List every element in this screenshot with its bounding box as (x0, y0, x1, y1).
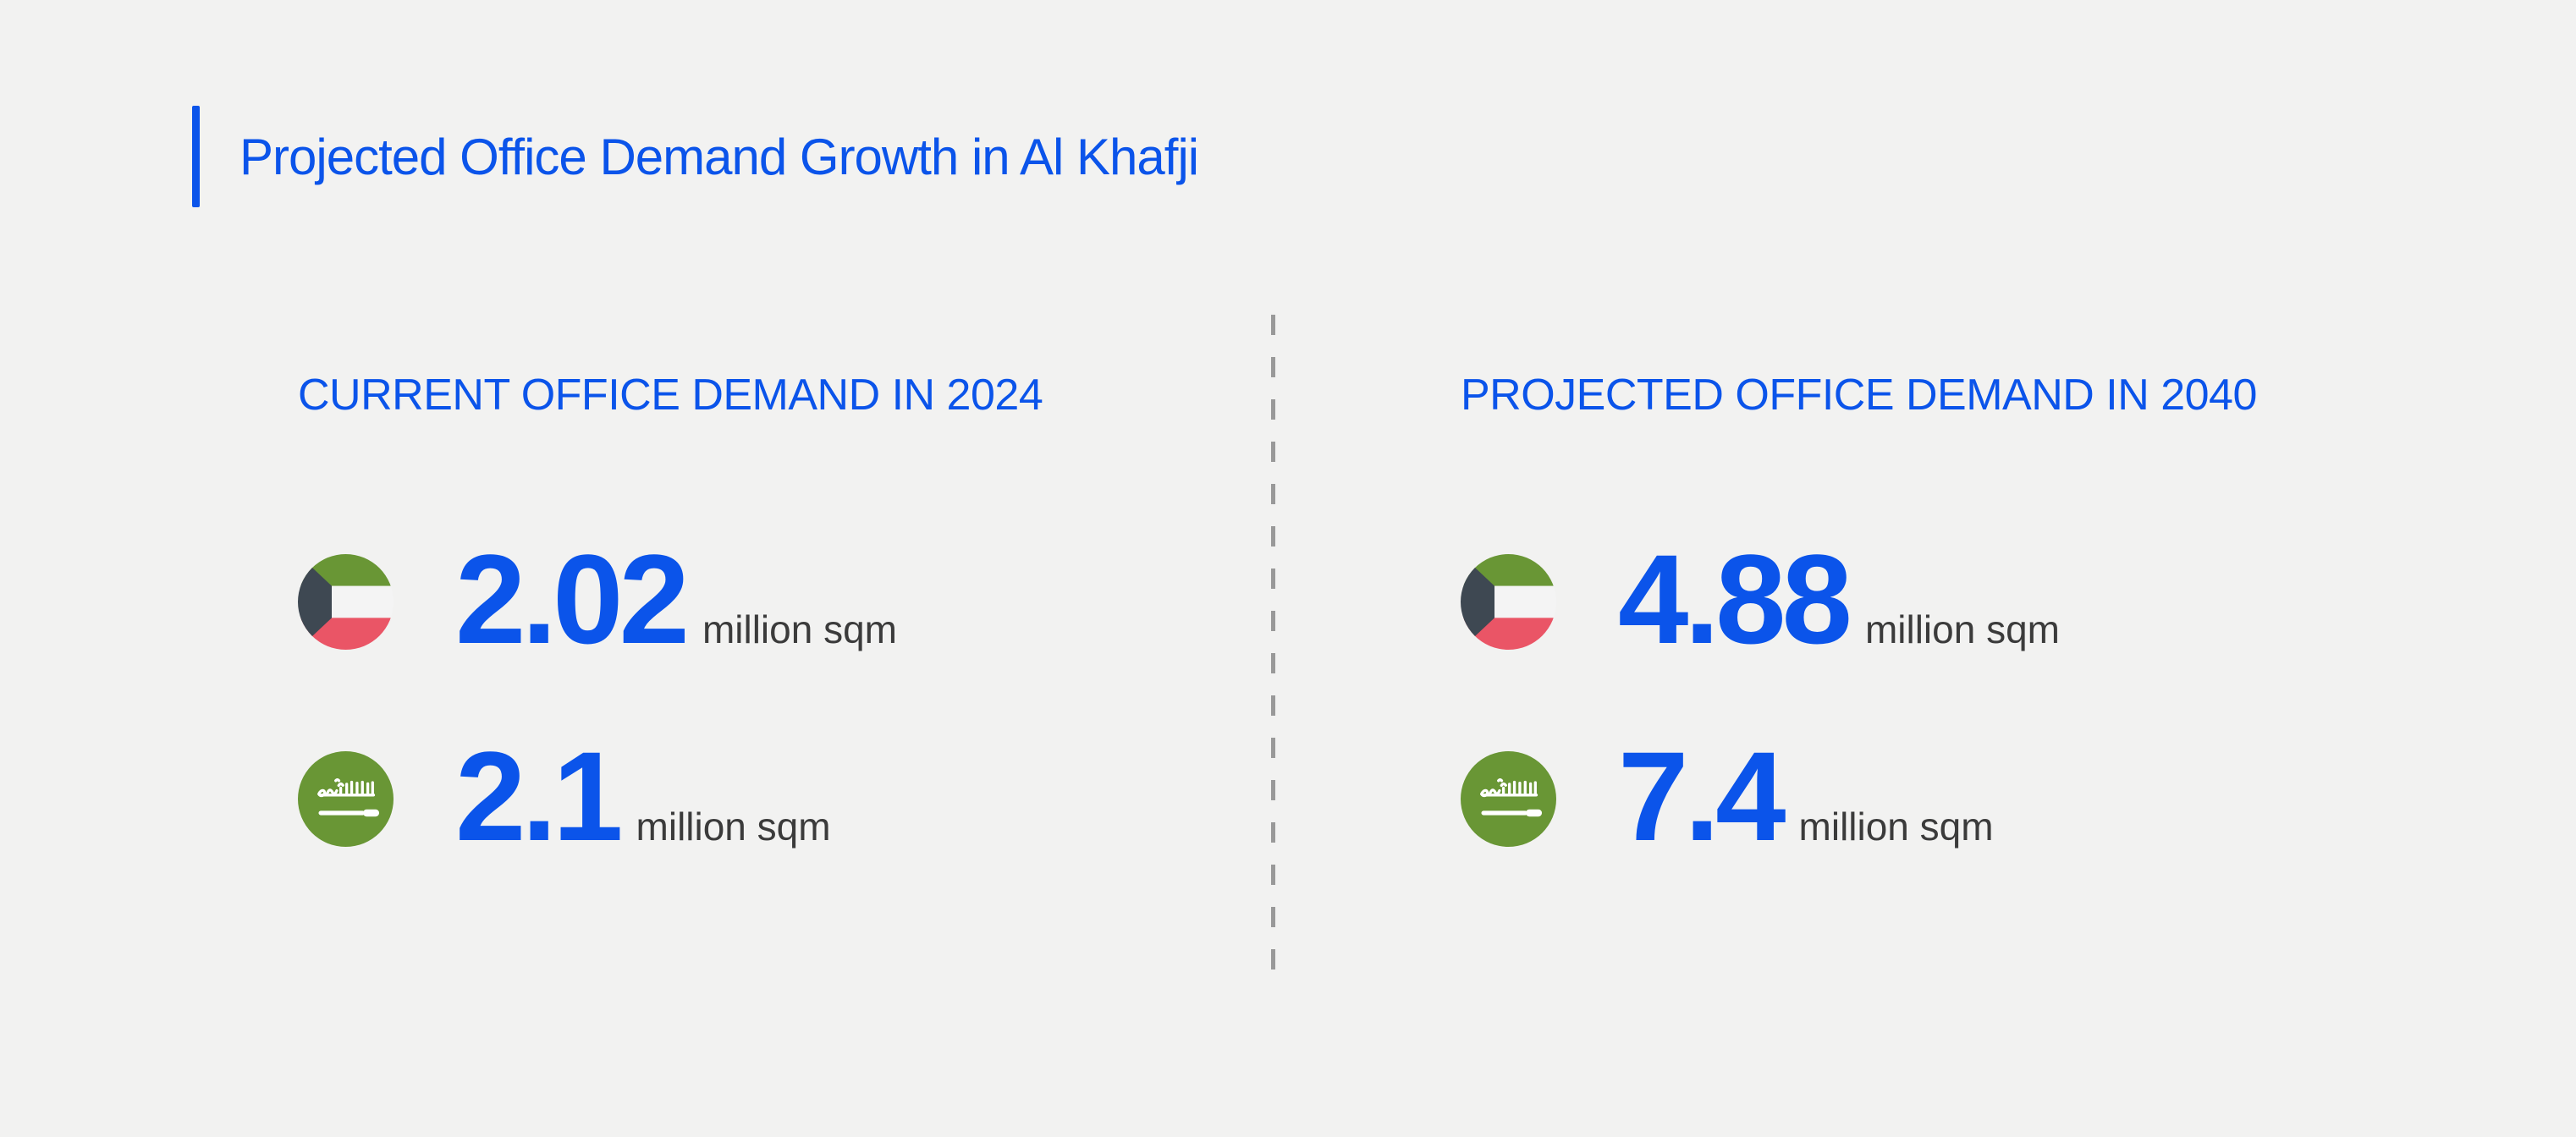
stat-row-saudi-arabia: 2.1 million sqm (298, 725, 1043, 867)
stat-unit: million sqm (702, 607, 897, 651)
stat-unit: million sqm (636, 805, 831, 849)
title-block: Projected Office Demand Growth in Al Kha… (192, 106, 1199, 207)
column-header: CURRENT OFFICE DEMAND IN 2024 (298, 371, 1043, 420)
stat-value-group: 7.4 million sqm (1618, 725, 1994, 867)
stat-row-kuwait: 2.02 million sqm (298, 528, 1043, 670)
stat-value: 7.4 (1618, 725, 1786, 867)
saudi-arabia-flag-icon (1461, 751, 1556, 847)
stat-value: 2.02 (455, 528, 690, 670)
stat-value-group: 2.1 million sqm (455, 725, 831, 867)
column-projected-2040: PROJECTED OFFICE DEMAND IN 2040 4.88 mil… (1461, 370, 2257, 867)
page-title: Projected Office Demand Growth in Al Kha… (239, 128, 1199, 185)
kuwait-flag-icon (1461, 554, 1556, 650)
title-accent-bar (192, 106, 200, 207)
stat-row-kuwait: 4.88 million sqm (1461, 528, 2257, 670)
stat-value-group: 2.02 million sqm (455, 528, 897, 670)
stat-unit: million sqm (1864, 607, 2060, 651)
column-current-2024: CURRENT OFFICE DEMAND IN 2024 2.02 milli… (298, 370, 1043, 867)
stat-unit: million sqm (1798, 805, 1994, 849)
stat-row-saudi-arabia: 7.4 million sqm (1461, 725, 2257, 867)
kuwait-flag-icon (298, 554, 394, 650)
stat-value-group: 4.88 million sqm (1618, 528, 2060, 670)
stat-value: 4.88 (1618, 528, 1852, 670)
saudi-arabia-flag-icon (298, 751, 394, 847)
column-header: PROJECTED OFFICE DEMAND IN 2040 (1461, 371, 2257, 420)
dashed-divider (1271, 315, 1275, 985)
stat-value: 2.1 (455, 725, 624, 867)
